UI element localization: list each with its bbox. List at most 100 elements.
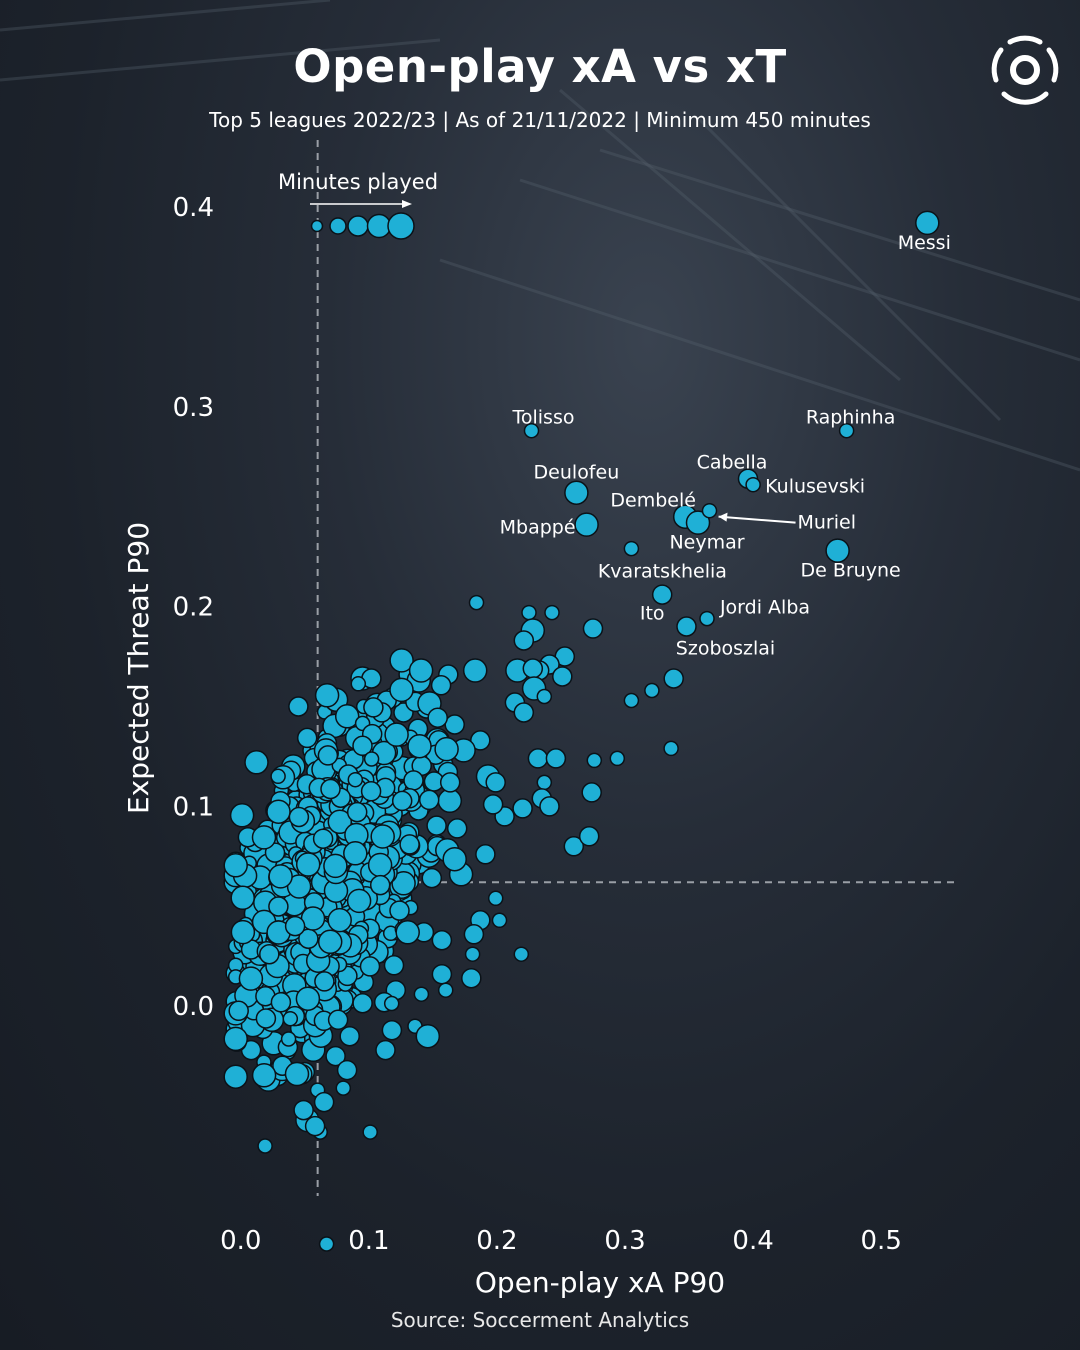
- player-point: [403, 770, 424, 791]
- player-point: [462, 658, 488, 683]
- x-axis-label: Open-play xA P90: [475, 1266, 725, 1299]
- stadium-beam: [559, 88, 901, 382]
- player-point: [407, 733, 432, 759]
- player-point: [544, 604, 560, 621]
- player-point: [381, 1019, 403, 1041]
- player-point: [314, 971, 335, 992]
- player-point: [288, 806, 310, 828]
- player-point: [369, 874, 391, 896]
- player-point: [270, 992, 292, 1013]
- player-point-kvaratskhelia: [623, 540, 640, 557]
- player-point: [426, 815, 447, 836]
- player-point: [270, 768, 286, 785]
- player-point: [317, 929, 343, 955]
- player-point: [286, 874, 312, 899]
- player-point: [446, 818, 468, 839]
- player-point: [427, 707, 448, 728]
- player-point: [223, 1064, 248, 1089]
- player-label: De Bruyne: [800, 560, 900, 582]
- size-legend-marker: [347, 215, 369, 237]
- player-point: [304, 1115, 326, 1137]
- player-label: Neymar: [669, 532, 744, 554]
- player-point-raphinha: [838, 422, 855, 439]
- player-point-neymar: [685, 510, 711, 535]
- player-point-mbapp-: [574, 512, 599, 537]
- player-point: [581, 782, 602, 803]
- size-legend-marker: [366, 213, 392, 239]
- player-point: [229, 803, 255, 828]
- x-tick-label: 0.2: [476, 1226, 517, 1256]
- size-legend-label: Minutes played: [278, 170, 438, 194]
- annotation-arrow: [718, 515, 796, 524]
- player-point: [288, 696, 309, 717]
- player-point-ito: [651, 584, 673, 605]
- player-point: [336, 1059, 358, 1081]
- player-point: [461, 967, 482, 989]
- player-point: [383, 995, 400, 1012]
- player-point: [513, 702, 535, 723]
- player-point: [325, 1045, 346, 1067]
- player-point: [389, 677, 414, 703]
- soccerment-logo-icon: [991, 35, 1059, 105]
- player-point-messi: [915, 210, 940, 236]
- player-label: Kvaratskhelia: [598, 561, 727, 583]
- player-point: [399, 834, 420, 855]
- player-point: [317, 745, 339, 766]
- player-label: Muriel: [798, 512, 857, 534]
- player-point: [384, 722, 409, 747]
- player-point: [314, 683, 340, 708]
- size-legend-arrowhead: [402, 200, 412, 208]
- player-point: [228, 1000, 249, 1022]
- player-point: [644, 682, 660, 699]
- player-point: [434, 736, 459, 762]
- player-point: [327, 907, 352, 933]
- player-point: [418, 789, 440, 811]
- player-point: [238, 966, 264, 991]
- player-point: [491, 912, 508, 929]
- player-point-tolisso: [523, 422, 540, 439]
- player-point: [323, 853, 348, 879]
- y-axis-ticks: 0.0 0.1 0.2 0.3 0.4: [173, 193, 214, 1022]
- player-point: [230, 885, 255, 911]
- player-label: Raphinha: [806, 407, 896, 429]
- player-point: [259, 943, 280, 965]
- player-point: [389, 900, 410, 921]
- player-point: [663, 740, 679, 757]
- player-point-muriel: [701, 502, 718, 519]
- player-point: [359, 956, 381, 977]
- player-point: [347, 771, 364, 788]
- player-point: [223, 1026, 248, 1052]
- annotation-arrowhead: [718, 512, 728, 522]
- chart-title: Open-play xA vs xT: [293, 40, 787, 93]
- stadium-beam: [599, 148, 1080, 302]
- player-point: [527, 748, 549, 769]
- player-label: Mbappé: [500, 517, 576, 539]
- player-point: [522, 658, 544, 679]
- player-point: [437, 982, 454, 998]
- player-point: [487, 890, 504, 907]
- x-tick-label: 0.1: [348, 1226, 389, 1256]
- player-label: Jordi Alba: [719, 597, 810, 619]
- player-point: [521, 604, 537, 621]
- stadium-beam: [0, 38, 441, 82]
- stadium-beam: [519, 178, 1080, 362]
- player-point: [313, 1091, 335, 1113]
- x-tick-label: 0.3: [604, 1226, 645, 1256]
- size-legend: Minutes played: [278, 170, 438, 240]
- player-point: [346, 888, 372, 914]
- x-tick-label: 0.0: [220, 1226, 261, 1256]
- player-point: [255, 1008, 277, 1029]
- player-label: Messi: [898, 232, 951, 254]
- player-point: [312, 828, 334, 849]
- player-point: [266, 799, 291, 824]
- source-note: Source: Soccerment Analytics: [390, 1308, 690, 1332]
- data-points: [223, 210, 940, 1252]
- player-point: [268, 864, 293, 889]
- player-point: [545, 748, 567, 769]
- player-point: [485, 772, 506, 793]
- player-point: [339, 1025, 360, 1047]
- player-point: [430, 675, 452, 696]
- player-label: Deulofeu: [534, 462, 620, 484]
- size-legend-marker: [387, 212, 415, 240]
- player-point: [284, 1061, 310, 1087]
